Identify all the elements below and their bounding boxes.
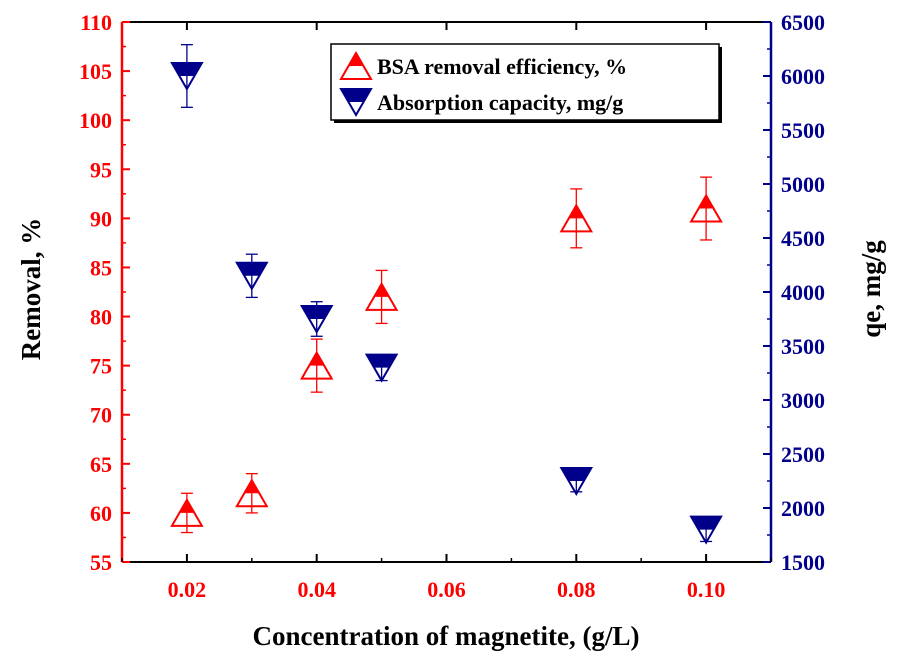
y-right-tick-label: 3500 xyxy=(781,334,825,359)
y-right-tick-label: 6500 xyxy=(781,10,825,35)
data-point-triangle-up-outline xyxy=(235,478,269,508)
data-point-triangle-up-fill xyxy=(244,480,260,494)
data-point-triangle-up-outline xyxy=(364,281,399,311)
x-tick-label: 0.08 xyxy=(557,577,596,602)
data-point-triangle-down xyxy=(299,305,334,335)
legend-marker-outline xyxy=(339,50,373,80)
x-tick-label: 0.10 xyxy=(687,577,726,602)
y-right-tick-label: 5500 xyxy=(781,118,825,143)
y-left-tick-label: 60 xyxy=(90,501,112,526)
x-tick-label: 0.06 xyxy=(427,577,466,602)
axes: 55 60 65 70 75 80 85 90 95 100 105 110 1500 2000 2500 3… xyxy=(79,10,825,602)
data-point-triangle-up-fill xyxy=(309,352,325,366)
y-left-tick-label: 110 xyxy=(80,10,112,35)
series-2 xyxy=(170,44,723,545)
data-point-triangle-up-fill xyxy=(568,205,584,219)
data-point-triangle-down-outline xyxy=(559,467,594,497)
data-point-triangle-up xyxy=(235,478,269,508)
data-point-triangle-down xyxy=(689,515,723,545)
y-right-tick-label: 1500 xyxy=(781,550,825,575)
legend-marker xyxy=(339,88,373,118)
data-point-triangle-up-outline xyxy=(170,497,204,527)
data-point-triangle-up xyxy=(559,203,594,233)
x-tick-label: 0.02 xyxy=(168,577,207,602)
y-left-tick-label: 80 xyxy=(90,305,112,330)
y-right-tick-label: 2500 xyxy=(781,442,825,467)
legend-marker-fill xyxy=(348,53,364,66)
data-point-triangle-down xyxy=(559,467,594,497)
legend: BSA removal efficiency, % Absorption capa… xyxy=(330,43,722,123)
y-left-tick-label: 85 xyxy=(90,255,112,280)
data-point-triangle-down-outline xyxy=(170,62,204,92)
data-point-triangle-down-outline xyxy=(689,515,723,545)
data-point-triangle-up-fill xyxy=(374,283,390,297)
data-point-triangle-up-outline xyxy=(299,350,334,380)
data-point-triangle-down-fill xyxy=(561,468,592,481)
y-right-tick-label: 4000 xyxy=(781,280,825,305)
y-left-tick-label: 105 xyxy=(79,59,112,84)
data-point-triangle-down xyxy=(235,261,269,291)
y-left-tick-label: 90 xyxy=(90,206,112,231)
data-point-triangle-up-fill xyxy=(698,195,714,209)
x-tick-label: 0.04 xyxy=(297,577,336,602)
y-right-tick-label: 6000 xyxy=(781,64,825,89)
data-point-triangle-down xyxy=(364,353,399,383)
y-left-tick-label: 70 xyxy=(90,403,112,428)
data-point-triangle-down-outline xyxy=(364,353,399,383)
series-1 xyxy=(170,176,723,534)
y-left-tick-label: 100 xyxy=(79,108,112,133)
legend-marker xyxy=(339,50,373,80)
data-point-triangle-up-outline xyxy=(559,203,594,233)
data-point-triangle-up xyxy=(689,193,723,223)
data-point-triangle-down xyxy=(170,62,204,92)
y-axis-label-left: Removal, % xyxy=(16,218,46,360)
legend-marker-outline xyxy=(339,88,373,118)
data-point-triangle-down-outline xyxy=(235,261,269,291)
data-point-triangle-up xyxy=(299,350,334,380)
legend-marker-fill xyxy=(341,89,371,102)
data-point-triangle-down-fill xyxy=(691,516,722,530)
y-left-tick-label: 95 xyxy=(90,157,112,182)
y-right-tick-label: 5000 xyxy=(781,172,825,197)
y-axis-label-right: qe, mg/g xyxy=(856,240,886,338)
data-marks xyxy=(170,44,723,545)
data-point-triangle-up xyxy=(170,497,204,527)
data-point-triangle-down-outline xyxy=(299,305,334,335)
data-point-triangle-down-fill xyxy=(171,63,202,76)
y-left-tick-label: 55 xyxy=(90,550,112,575)
legend-label: BSA removal efficiency, % xyxy=(377,54,627,79)
data-point-triangle-down-fill xyxy=(366,354,397,368)
data-point-triangle-down-fill xyxy=(236,262,267,276)
x-axis-label: Concentration of magnetite, (g/L) xyxy=(253,621,640,651)
legend-label: Absorption capacity, mg/g xyxy=(377,90,623,115)
legend-box xyxy=(330,43,720,121)
data-point-triangle-down-fill xyxy=(301,306,332,319)
y-left-tick-label: 65 xyxy=(90,452,112,477)
y-right-tick-label: 2000 xyxy=(781,496,825,521)
y-right-tick-label: 3000 xyxy=(781,388,825,413)
data-point-triangle-up-fill xyxy=(179,499,195,513)
y-left-tick-label: 75 xyxy=(90,354,112,379)
y-right-tick-label: 4500 xyxy=(781,226,825,251)
data-point-triangle-up-outline xyxy=(689,193,723,223)
data-point-triangle-up xyxy=(364,281,399,311)
